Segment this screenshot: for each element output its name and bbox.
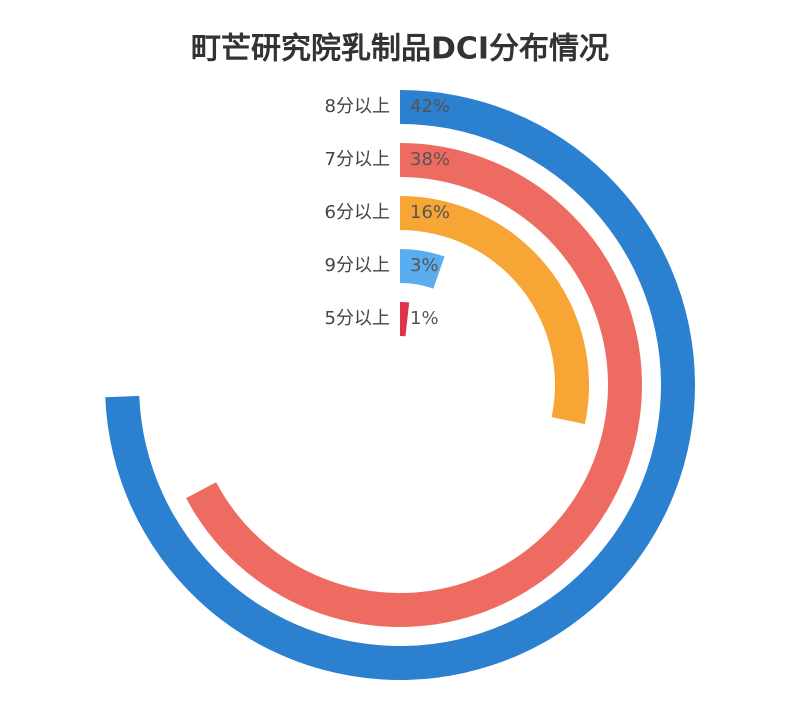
value-label: 38% — [410, 149, 450, 170]
radial-bar — [400, 196, 589, 425]
category-label: 9分以上 — [325, 255, 390, 276]
radial-bar — [400, 302, 410, 337]
value-label: 42% — [410, 96, 450, 117]
category-label: 6分以上 — [325, 202, 390, 223]
chart-title: 町芒研究院乳制品DCI分布情况 — [191, 32, 609, 67]
value-label: 16% — [410, 202, 450, 223]
radial-bar — [105, 90, 695, 680]
category-label: 5分以上 — [325, 308, 390, 329]
radial-bar — [400, 249, 445, 289]
category-label: 8分以上 — [325, 96, 390, 117]
value-label: 3% — [410, 255, 439, 276]
category-label: 7分以上 — [325, 149, 390, 170]
value-label: 1% — [410, 308, 439, 329]
